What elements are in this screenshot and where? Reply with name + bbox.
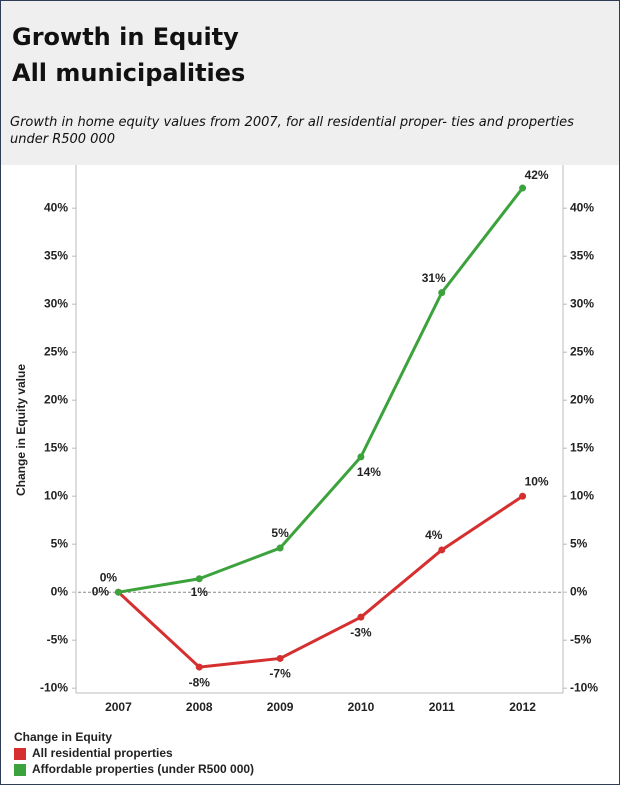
header-background [0, 0, 620, 165]
y-tick-label: -10% [40, 680, 68, 694]
x-tick-label: 2009 [267, 700, 294, 714]
data-label: -7% [269, 667, 291, 681]
data-point [519, 492, 527, 500]
data-label: -3% [350, 625, 372, 639]
series-line [118, 187, 524, 594]
y2-tick-label: -5% [570, 632, 592, 646]
description: Growth in home equity values from 2007, … [10, 115, 574, 147]
y2-tick-label: 35% [570, 248, 594, 262]
y2-tick-label: 30% [570, 296, 594, 310]
data-point [276, 654, 284, 662]
data-label: 1% [191, 585, 209, 599]
data-label: 0% [100, 570, 118, 584]
data-point [357, 453, 365, 461]
series-line [117, 494, 524, 669]
data-label: 10% [525, 474, 549, 488]
data-point [195, 663, 203, 671]
y2-tick-label: -10% [570, 680, 598, 694]
legend-label: Affordable properties (under R500 000) [32, 762, 254, 776]
data-point [519, 184, 527, 192]
data-point [276, 544, 284, 552]
y-tick-label: 25% [44, 344, 68, 358]
y2-tick-label: 20% [570, 392, 594, 406]
y2-tick-label: 10% [570, 488, 594, 502]
y-tick-label: 30% [44, 296, 68, 310]
y2-tick-label: 5% [570, 536, 588, 550]
legend-swatch [14, 748, 26, 760]
data-label: -8% [189, 675, 211, 689]
y-tick-label: 10% [44, 488, 68, 502]
data-point [357, 613, 365, 621]
y-tick-label: 5% [51, 536, 69, 550]
y-tick-label: 35% [44, 248, 68, 262]
chart-title: Growth in Equity [12, 23, 239, 51]
data-label: 5% [271, 526, 289, 540]
data-label: 31% [422, 271, 446, 285]
y2-tick-label: 15% [570, 440, 594, 454]
data-point [438, 546, 446, 554]
data-label: 14% [357, 465, 381, 479]
y-tick-label: -5% [47, 632, 69, 646]
y-tick-label: 20% [44, 392, 68, 406]
y2-tick-label: 25% [570, 344, 594, 358]
y2-tick-label: 0% [570, 584, 588, 598]
legend-swatch [14, 764, 26, 776]
x-tick-label: 2012 [509, 700, 536, 714]
data-label: 4% [425, 528, 443, 542]
legend-title: Change in Equity [14, 730, 112, 744]
description-box: Growth in home equity values from 2007, … [10, 115, 574, 147]
legend-label: All residential properties [32, 746, 173, 760]
x-tick-label: 2007 [105, 700, 132, 714]
data-point [195, 575, 203, 583]
data-point [114, 588, 122, 596]
data-label: 0% [92, 584, 110, 598]
y-tick-label: 15% [44, 440, 68, 454]
chart-subtitle: All municipalities [12, 59, 245, 87]
y-tick-label: 40% [44, 200, 68, 214]
x-tick-label: 2010 [348, 700, 375, 714]
data-point [438, 289, 446, 297]
data-label: 42% [525, 168, 549, 182]
y-tick-label: 0% [51, 584, 69, 598]
x-tick-label: 2011 [429, 700, 455, 714]
y-axis-label: Change in Equity value [14, 364, 28, 496]
x-tick-label: 2008 [186, 700, 213, 714]
y2-tick-label: 40% [570, 200, 594, 214]
